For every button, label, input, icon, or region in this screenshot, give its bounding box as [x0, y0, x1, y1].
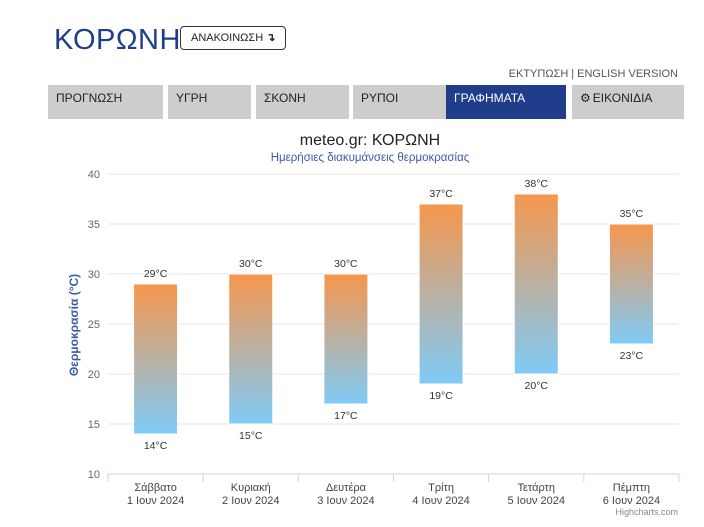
x-tick-label-date: 2 Ιουν 2024	[222, 495, 279, 507]
y-axis-label: Θερμοκρασία (°C)	[67, 274, 81, 376]
tab-label: ΠΡΟΓΝΩΣΗ	[56, 91, 123, 105]
range-bar	[228, 273, 274, 425]
chart-subtitle: Ημερήσιες διακυμάνσεις θερμοκρασίας	[271, 152, 470, 164]
max-data-label: 30°C	[334, 258, 358, 270]
x-tick-label-date: 6 Ιουν 2024	[603, 495, 660, 507]
y-tick-label: 40	[88, 169, 100, 181]
range-bar	[608, 223, 654, 345]
x-tick-label-date: 5 Ιουν 2024	[508, 495, 565, 507]
min-data-label: 23°C	[620, 350, 644, 362]
range-bar	[418, 203, 464, 385]
announcement-label: ΑΝΑΚΟΙΝΩΣΗ	[191, 32, 264, 44]
x-tick-label-day: Κυριακή	[231, 482, 271, 494]
y-axis-ticks: 10 15 20 25 30 35 40	[88, 169, 100, 481]
min-data-label: 15°C	[239, 430, 263, 442]
y-tick-label: 10	[88, 469, 100, 481]
nav-tabs: ΠΡΟΓΝΩΣΗ ΥΓΡΗ ΣΚΟΝΗ ΡΥΠΟΙ ΓΡΑΦΗΜΑΤΑ ⚙ ΕΙΚ…	[48, 85, 684, 119]
max-data-label: 29°C	[144, 268, 168, 280]
range-bar	[133, 283, 179, 435]
x-tick-label-day: Δευτέρα	[326, 482, 367, 494]
arrow-down-icon: ↴	[266, 32, 276, 44]
max-data-label: 38°C	[525, 178, 549, 190]
x-tick-label-day: Τετάρτη	[517, 482, 555, 494]
gridlines	[108, 173, 679, 425]
chart-credit[interactable]: Highcharts.com	[615, 507, 678, 517]
temperature-chart: meteo.gr: ΚΟΡΩΝΗ Ημερήσιες διακυμάνσεις …	[67, 132, 680, 507]
tab-label: ΥΓΡΗ	[176, 91, 208, 105]
tab-dust[interactable]: ΣΚΟΝΗ	[256, 85, 349, 119]
tab-label: ΕΙΚΟΝΙΔΙΑ	[592, 91, 653, 105]
x-axis-ticks	[107, 474, 680, 482]
tab-label: ΓΡΑΦΗΜΑΤΑ	[454, 91, 526, 105]
min-data-label: 14°C	[144, 440, 168, 452]
min-data-label: 20°C	[525, 380, 549, 392]
y-tick-label: 30	[88, 269, 100, 281]
x-tick-label-date: 1 Ιουν 2024	[127, 495, 184, 507]
range-bar	[513, 193, 559, 375]
bars: 29°C 14°C 30°C 15°C 30°C 17°C 37°C 19°C 38°C 20°C…	[133, 178, 654, 452]
chart-title: meteo.gr: ΚΟΡΩΝΗ	[300, 132, 440, 149]
x-tick-label-date: 4 Ιουν 2024	[412, 495, 469, 507]
page-title: ΚΟΡΩΝΗ	[54, 24, 181, 56]
english-version-link[interactable]: ENGLISH VERSION	[577, 68, 678, 80]
x-tick-label-date: 3 Ιουν 2024	[317, 495, 374, 507]
min-data-label: 19°C	[429, 390, 453, 402]
x-tick-label-day: Σάββατο	[134, 482, 176, 494]
top-links: ΕΚΤΥΠΩΣΗ | ENGLISH VERSION	[509, 68, 678, 80]
y-tick-label: 20	[88, 369, 100, 381]
tab-humidity[interactable]: ΥΓΡΗ	[168, 85, 251, 119]
gear-icon: ⚙	[580, 91, 591, 105]
tab-label: ΡΥΠΟΙ	[361, 91, 399, 105]
range-bar	[323, 273, 369, 405]
y-tick-label: 35	[88, 219, 100, 231]
print-link[interactable]: ΕΚΤΥΠΩΣΗ	[508, 68, 569, 80]
min-data-label: 17°C	[334, 410, 358, 422]
tab-icons[interactable]: ⚙ ΕΙΚΟΝΙΔΙΑ	[572, 85, 684, 119]
tab-forecast[interactable]: ΠΡΟΓΝΩΣΗ	[48, 85, 163, 119]
tab-charts[interactable]: ΓΡΑΦΗΜΑΤΑ	[446, 85, 566, 119]
max-data-label: 30°C	[239, 258, 263, 270]
max-data-label: 35°C	[620, 208, 644, 220]
max-data-label: 37°C	[429, 188, 453, 200]
tab-label: ΣΚΟΝΗ	[264, 91, 306, 105]
y-tick-label: 15	[88, 419, 100, 431]
x-tick-label-day: Πέμπτη	[613, 482, 650, 494]
x-tick-label-day: Τρίτη	[428, 482, 454, 494]
y-tick-label: 25	[88, 319, 100, 331]
announcement-button[interactable]: ΑΝΑΚΟΙΝΩΣΗ ↴	[180, 26, 287, 50]
link-separator: |	[571, 68, 575, 80]
